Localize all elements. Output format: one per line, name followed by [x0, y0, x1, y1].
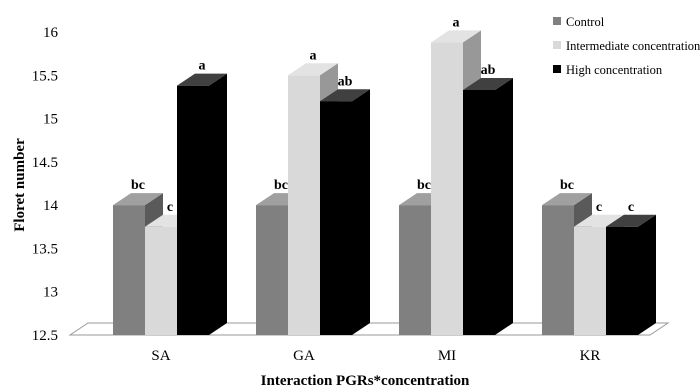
bar-data-label: a — [199, 59, 206, 74]
bar-front — [256, 205, 288, 335]
bar-data-label: ab — [481, 63, 496, 78]
bar-data-label: bc — [274, 178, 288, 193]
y-tick-label: 16 — [43, 25, 59, 41]
bar-side — [209, 73, 227, 335]
y-tick-label: 15.5 — [32, 68, 58, 84]
legend-swatch — [553, 41, 561, 49]
bar-side — [495, 78, 513, 335]
bar-data-label: a — [453, 15, 460, 30]
bar-top — [177, 73, 227, 86]
y-tick-label: 15 — [43, 112, 58, 128]
legend-entry: Control — [566, 15, 605, 29]
bar-top — [542, 193, 592, 206]
bar-front — [288, 75, 320, 336]
bar-top — [288, 63, 338, 76]
bar-top — [320, 89, 370, 102]
bar-top — [574, 214, 624, 227]
bar-data-label: c — [596, 200, 602, 215]
bar-side — [352, 89, 370, 335]
y-tick-label: 14.5 — [32, 155, 58, 171]
bar-side — [638, 214, 656, 335]
legend-entry: High concentration — [566, 63, 663, 77]
bar-front — [145, 226, 177, 335]
bar-data-label: ab — [338, 74, 353, 89]
x-axis-categories: SA GA MI KR — [151, 348, 600, 364]
y-tick-label: 12.5 — [32, 328, 58, 344]
y-axis-ticks: 12.5 13 13.5 14 14.5 15 15.5 16 — [32, 25, 59, 344]
bar: ab — [463, 63, 513, 335]
legend-entry: Intermediate concentration — [566, 39, 700, 53]
bar: a — [177, 59, 227, 335]
legend-swatch — [553, 65, 561, 73]
bar-top — [113, 193, 163, 206]
bar-data-label: a — [310, 48, 317, 63]
bar-front — [113, 205, 145, 335]
bar-front — [574, 226, 606, 335]
bar-data-label: bc — [560, 178, 574, 193]
x-axis-title: Interaction PGRs*concentration — [261, 373, 470, 389]
x-tick-label: SA — [151, 348, 170, 364]
x-tick-label: MI — [438, 348, 456, 364]
bar-series: bc c a bc a ab bc a ab bc c c — [113, 15, 656, 336]
bar-data-label: bc — [131, 178, 145, 193]
bar-data-label: c — [167, 200, 173, 215]
bar-front — [320, 101, 352, 335]
bar: ab — [320, 74, 370, 335]
bar-top — [431, 30, 481, 43]
y-tick-label: 13.5 — [32, 241, 58, 257]
bar-data-label: c — [628, 200, 634, 215]
bar-top — [463, 78, 513, 91]
x-tick-label: KR — [580, 348, 601, 364]
legend: Control Intermediate concentration High co… — [553, 15, 700, 77]
bar-front — [177, 85, 209, 335]
bar-front — [606, 226, 638, 335]
bar: c — [606, 200, 656, 335]
x-tick-label: GA — [293, 348, 315, 364]
legend-swatch — [553, 17, 561, 25]
bar-top — [606, 214, 656, 227]
bar-front — [431, 42, 463, 335]
y-tick-label: 14 — [43, 198, 59, 214]
bar-front — [542, 205, 574, 335]
bar-front — [463, 90, 495, 335]
y-axis-title: Floret number — [12, 138, 28, 232]
y-tick-label: 13 — [43, 285, 58, 301]
bar-data-label: bc — [417, 178, 431, 193]
bar-front — [399, 205, 431, 335]
